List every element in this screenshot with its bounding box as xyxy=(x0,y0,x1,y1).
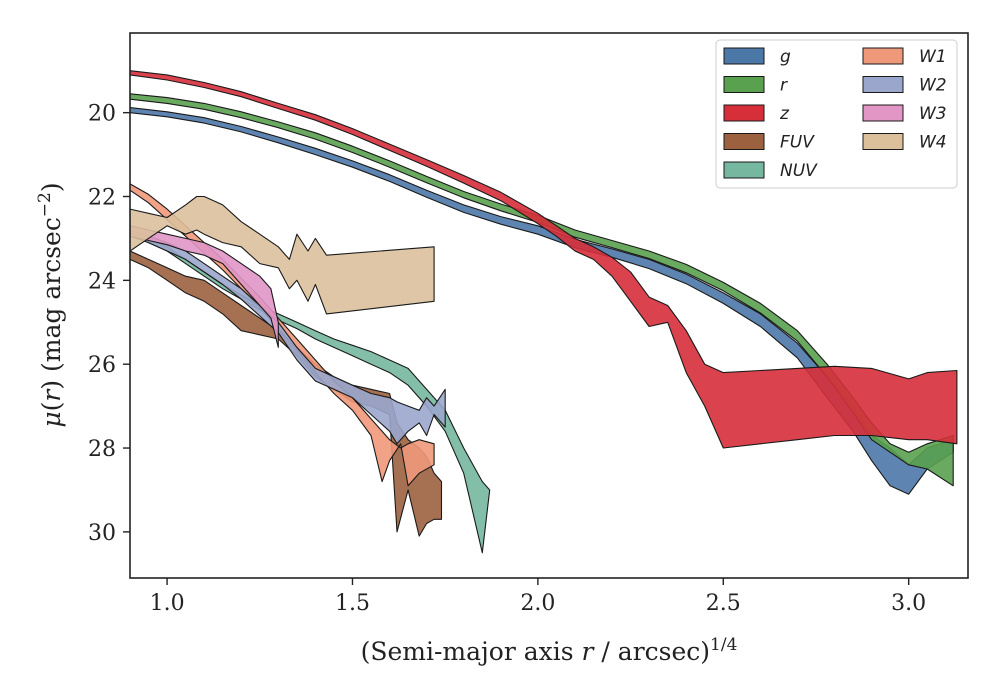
x-tick-label: 2.5 xyxy=(706,591,741,616)
x-axis-ticks: 1.0 1.5 2.0 2.5 3.0 xyxy=(150,578,926,616)
x-tick-label: 1.5 xyxy=(335,591,370,616)
legend-swatch-w1 xyxy=(862,47,904,65)
x-axis-label-rest: / arcsec) xyxy=(593,637,710,666)
legend-swatch-nuv xyxy=(723,161,765,179)
legend-swatch-fuv xyxy=(723,133,765,150)
x-axis-label: (Semi-major axis r / arcsec)1/4 xyxy=(361,635,738,666)
legend-label-w2: W2 xyxy=(919,76,947,96)
series-band-fuv xyxy=(130,250,443,537)
y-axis-label: μ(r) (mag arcsec−2) xyxy=(35,182,66,427)
y-axis-ticks: 20 22 24 26 28 30 xyxy=(88,102,130,546)
x-axis-label-var: r xyxy=(582,637,596,666)
x-tick-label: 3.0 xyxy=(891,591,926,616)
legend-label-fuv: FUV xyxy=(780,133,815,153)
y-axis-label-rest: ) (mag arcsec xyxy=(37,217,66,390)
series-bands xyxy=(130,70,958,554)
y-tick-label: 20 xyxy=(88,102,116,127)
y-tick-label: 30 xyxy=(88,521,116,546)
legend-label-w4: W4 xyxy=(919,133,947,153)
legend-label-z: z xyxy=(779,104,790,124)
legend-label-g: g xyxy=(780,47,791,67)
legend-swatch-g xyxy=(723,47,765,65)
legend-swatch-w2 xyxy=(862,76,904,93)
y-tick-label: 22 xyxy=(88,186,116,211)
legend: grz FUV NUV W1 W2 W3 W4 xyxy=(715,39,958,189)
x-tick-label: 1.0 xyxy=(150,591,185,616)
legend-swatch-z xyxy=(723,104,765,122)
y-axis-label-var: r xyxy=(37,388,66,402)
y-axis-label-sup: −2 xyxy=(35,192,55,217)
series-band-z xyxy=(130,70,958,449)
x-axis-label-sup: 1/4 xyxy=(710,635,737,655)
series-band-r xyxy=(130,93,954,487)
legend-swatch-w4 xyxy=(862,133,904,150)
y-tick-label: 26 xyxy=(88,353,116,378)
legend-label-w1: W1 xyxy=(919,47,947,67)
legend-label-r: r xyxy=(780,76,788,96)
legend-label-w3: W3 xyxy=(919,104,947,124)
y-axis-label-mu: μ xyxy=(37,411,66,427)
series-band-w4 xyxy=(130,195,435,315)
y-tick-label: 24 xyxy=(88,269,116,294)
y-axis-label-close: ) xyxy=(37,182,66,192)
x-axis-label-main: (Semi-major axis xyxy=(361,637,582,666)
y-axis-label-open: ( xyxy=(37,402,66,412)
legend-swatch-w3 xyxy=(862,104,904,122)
y-tick-label: 28 xyxy=(88,437,116,462)
x-tick-label: 2.0 xyxy=(520,591,555,616)
legend-label-nuv: NUV xyxy=(780,161,818,181)
legend-swatch-r xyxy=(723,76,765,93)
plot-frame xyxy=(129,32,969,579)
